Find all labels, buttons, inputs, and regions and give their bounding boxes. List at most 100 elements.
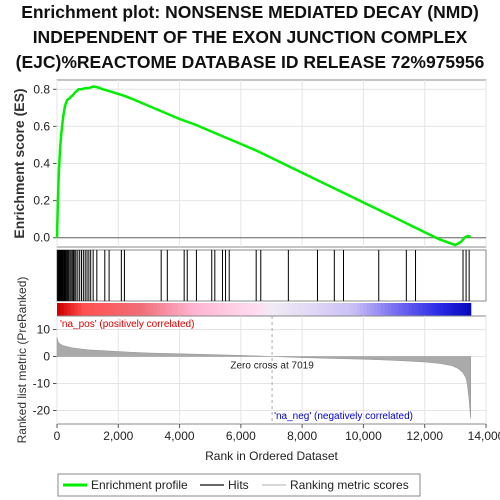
rank-heat-cell — [125, 303, 130, 316]
rank-heat-cell — [329, 303, 334, 316]
rank-heat-cell — [370, 303, 375, 316]
rank-y-tick-label: 0 — [43, 350, 50, 364]
es-y-tick-label: 0.6 — [33, 119, 50, 133]
rank-heat-cell — [449, 303, 455, 316]
rank-heat-cell — [88, 303, 93, 316]
rank-heat-cell — [298, 303, 303, 316]
rank-heat-cell — [446, 303, 451, 316]
rank-heat-cell — [281, 303, 286, 316]
rank-heat-cell — [363, 303, 368, 316]
negative-correlation-label: 'na_neg' (negatively correlated) — [274, 411, 413, 422]
rank-heat-cell — [401, 303, 406, 316]
rank-heat-cell — [229, 303, 234, 316]
rank-heat-cell — [215, 303, 220, 316]
rank-heat-cell — [463, 303, 468, 316]
rank-heat-cell — [98, 303, 103, 316]
rank-heat-cell — [267, 303, 272, 316]
rank-heat-cell — [108, 303, 113, 316]
rank-heat-cell — [74, 303, 79, 316]
rank-heat-cell — [346, 303, 351, 316]
rank-heat-cell — [381, 303, 386, 316]
rank-heat-cell — [198, 303, 203, 316]
rank-heat-cell — [408, 303, 413, 316]
rank-heat-cell — [460, 303, 465, 316]
rank-heat-cell — [205, 303, 210, 316]
rank-heat-cell — [81, 303, 86, 316]
x-axis-label: Rank in Ordered Dataset — [205, 449, 338, 463]
rank-heat-cell — [136, 303, 141, 316]
rank-heat-cell — [170, 303, 175, 316]
rank-heat-cell — [77, 303, 82, 316]
rank-heat-cell — [201, 303, 206, 316]
rank-heat-cell — [219, 303, 224, 316]
rank-heat-cell — [63, 303, 68, 316]
rank-heat-cell — [105, 303, 110, 316]
chart-title-line-3: (EJC)%REACTOME DATABASE ID RELEASE 72%97… — [15, 52, 485, 72]
rank-heat-cell — [412, 303, 417, 316]
legend-box — [57, 473, 421, 497]
x-axis-tick-label: 12,000 — [406, 429, 443, 443]
rank-heat-cell — [274, 303, 279, 316]
rank-heat-cell — [436, 303, 441, 316]
rank-heat-cell — [253, 303, 258, 316]
rank-heat-cell — [339, 303, 344, 316]
rank-heat-cell — [256, 303, 261, 316]
positive-correlation-label: 'na_pos' (positively correlated) — [60, 319, 194, 330]
rank-heat-cell — [384, 303, 389, 316]
rank-heat-cell — [208, 303, 213, 316]
rank-heat-cell — [119, 303, 124, 316]
rank-heat-cell — [94, 303, 99, 316]
rank-heat-cell — [122, 303, 127, 316]
rank-heat-cell — [350, 303, 355, 316]
rank-heat-cell — [239, 303, 244, 316]
rank-heat-cell — [277, 303, 282, 316]
rank-heat-cell — [263, 303, 268, 316]
zero-cross-label: Zero cross at 7019 — [230, 361, 314, 372]
x-axis-tick-label: 0 — [54, 429, 61, 443]
chart-title-line-2: INDEPENDENT OF THE EXON JUNCTION COMPLEX — [32, 27, 468, 47]
rank-heat-cell — [212, 303, 217, 316]
rank-heat-cell — [405, 303, 410, 316]
rank-heat-cell — [443, 303, 448, 316]
rank-y-tick-label: 10 — [37, 323, 51, 337]
rank-heat-cell — [194, 303, 199, 316]
rank-heat-cell — [57, 303, 62, 316]
rank-heat-cell — [270, 303, 275, 316]
rank-heat-cell — [456, 303, 461, 316]
rank-heat-cell — [353, 303, 358, 316]
rank-heat-cell — [394, 303, 399, 316]
rank-heat-cell — [336, 303, 341, 316]
es-y-tick-label: 0.2 — [33, 194, 50, 208]
rank-heat-cell — [356, 303, 361, 316]
rank-heat-cell — [115, 303, 120, 316]
rank-heat-cell — [150, 303, 155, 316]
rank-heat-cell — [167, 303, 172, 316]
x-axis-tick-label: 8,000 — [287, 429, 317, 443]
rank-heat-cell — [60, 303, 65, 316]
rank-heat-cell — [432, 303, 437, 316]
rank-heat-cell — [377, 303, 382, 316]
rank-y-axis-label: Ranked list metric (PreRanked) — [15, 277, 29, 444]
rank-heat-cell — [191, 303, 196, 316]
rank-heat-cell — [91, 303, 96, 316]
rank-heat-cell — [156, 303, 162, 316]
rank-heat-cell — [305, 303, 310, 316]
rank-heat-cell — [291, 303, 296, 316]
rank-heat-cell — [301, 303, 306, 316]
rank-heat-cell — [387, 303, 392, 316]
es-y-tick-label: 0.0 — [33, 231, 50, 245]
rank-heat-cell — [315, 303, 320, 316]
rank-heat-cell — [260, 303, 265, 316]
rank-heat-cell — [181, 303, 186, 316]
rank-heat-cell — [322, 303, 327, 316]
rank-heat-cell — [70, 303, 75, 316]
rank-heat-cell — [143, 303, 148, 316]
x-axis-tick-label: 10,000 — [345, 429, 382, 443]
rank-heat-cell — [325, 303, 330, 316]
legend-label: Ranking metric scores — [290, 478, 409, 492]
x-axis-tick-label: 14,000 — [468, 429, 500, 443]
rank-heat-cell — [184, 303, 189, 316]
rank-heat-cell — [225, 303, 230, 316]
rank-heat-cell — [250, 303, 255, 316]
rank-heat-cell — [222, 303, 227, 316]
